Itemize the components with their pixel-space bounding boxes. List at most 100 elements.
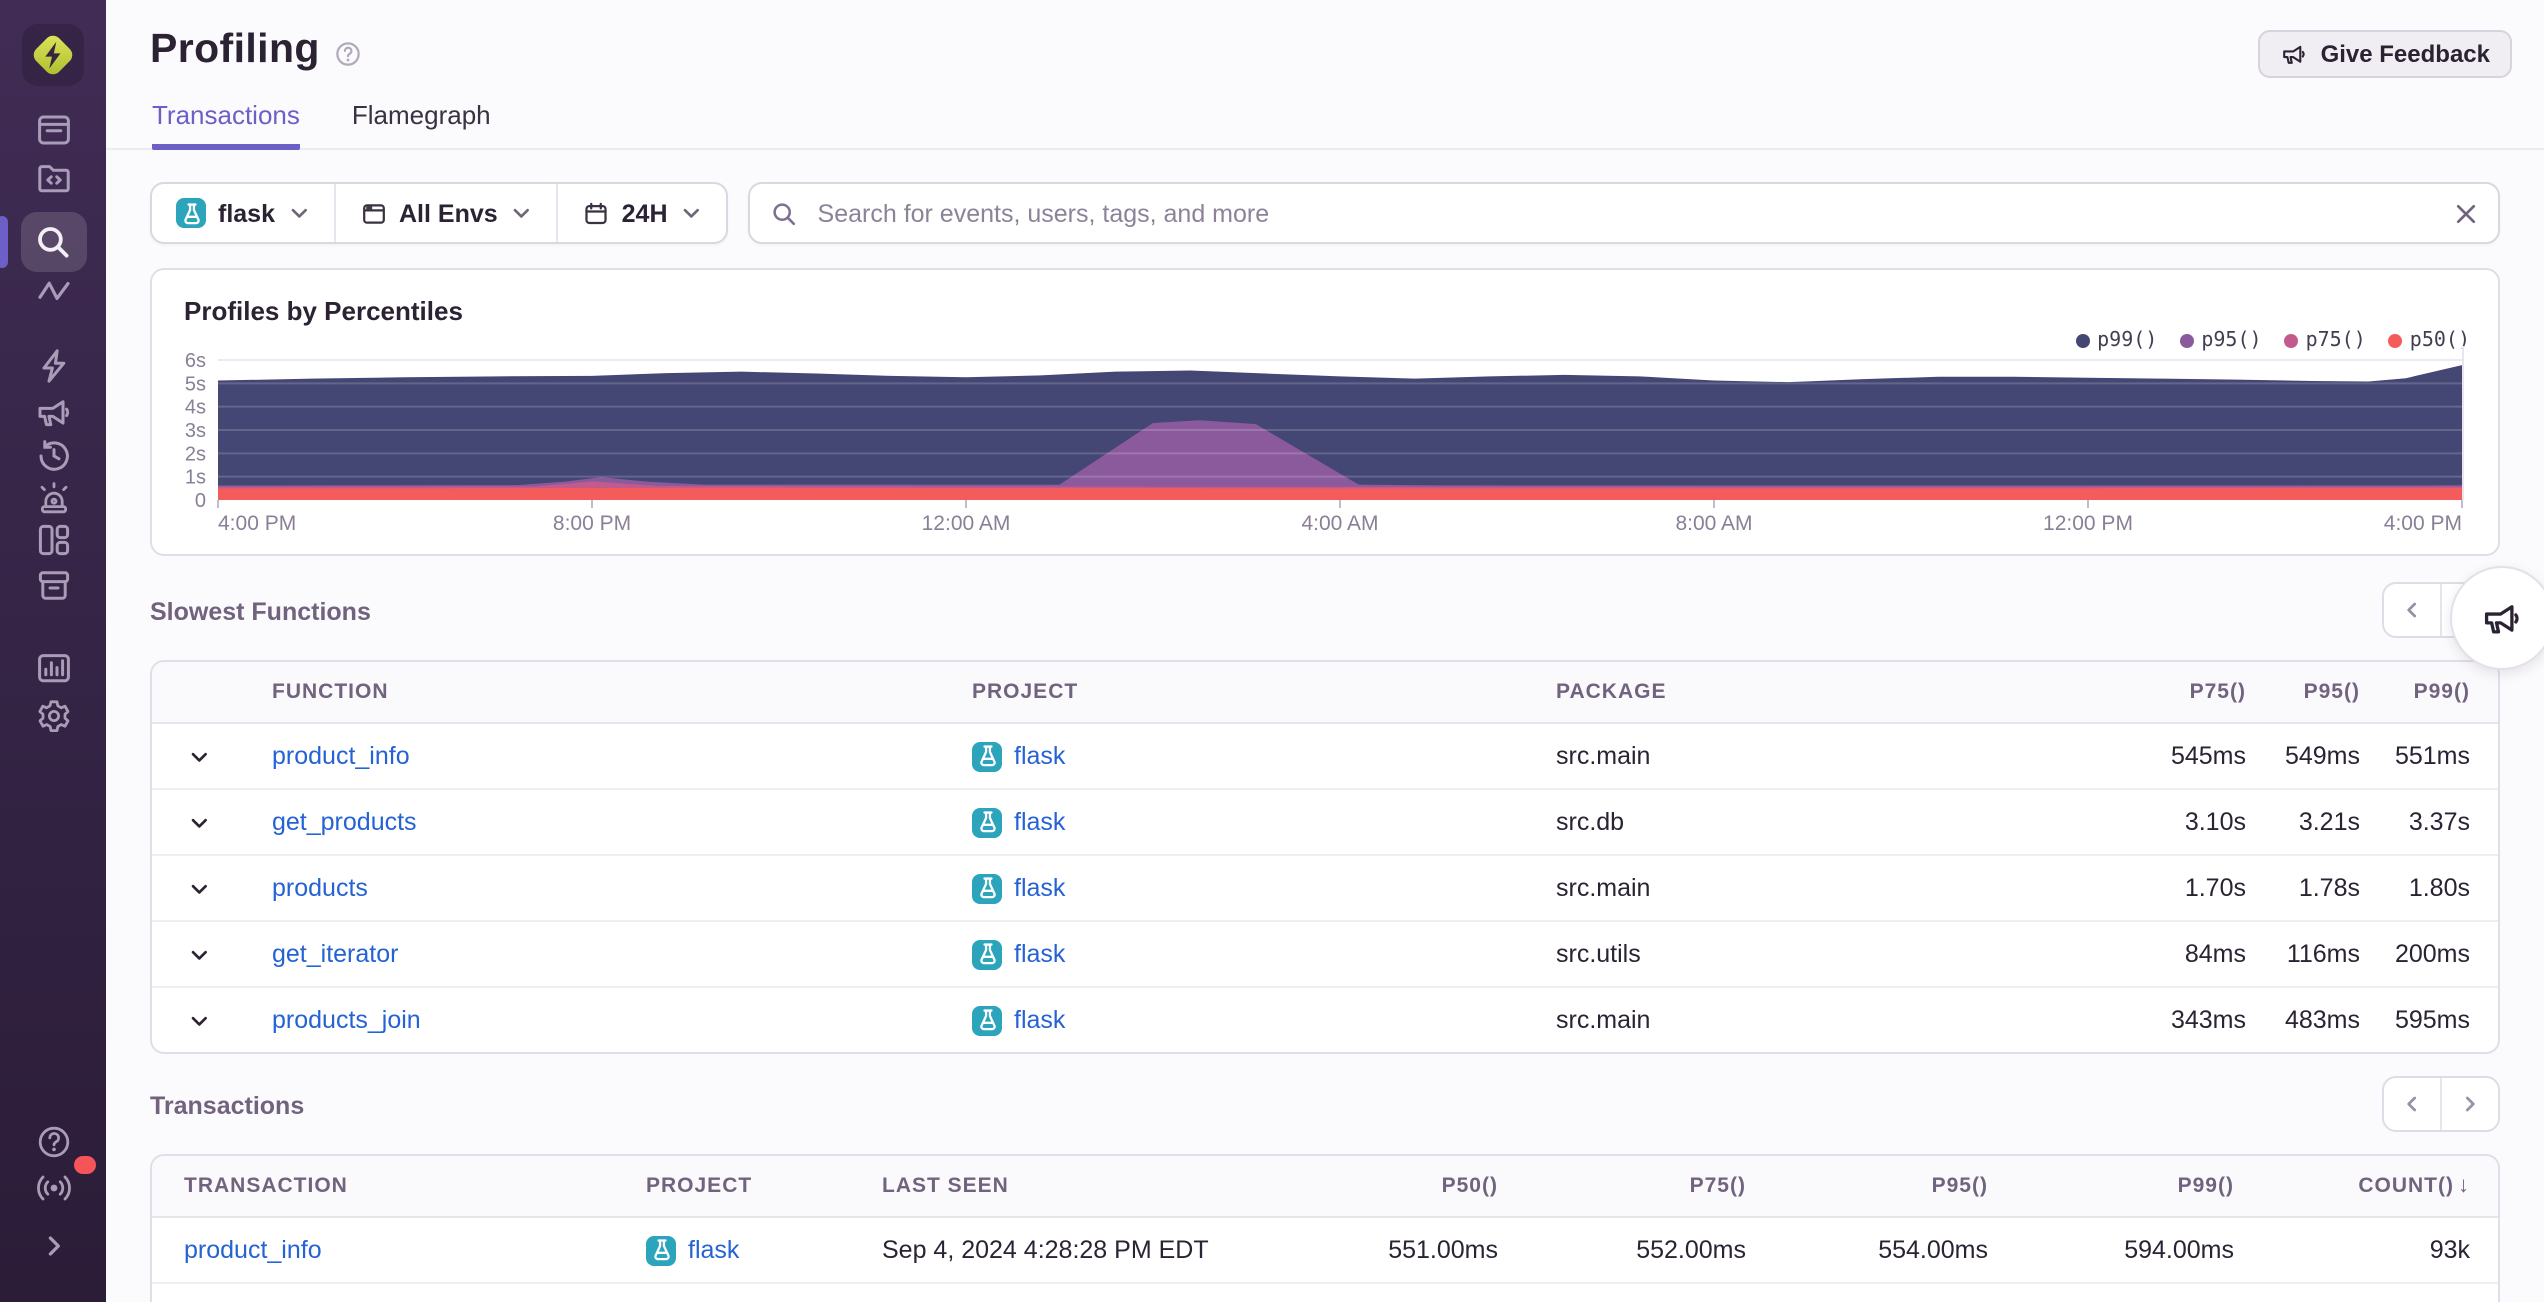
function-link[interactable]: get_iterator [272, 940, 399, 968]
legend-dot [2179, 334, 2194, 348]
project-chip[interactable]: flask [972, 939, 1556, 969]
notification-badge [73, 1156, 95, 1174]
expand-row-button[interactable] [152, 745, 244, 767]
sidebar-item-dashboards[interactable] [19, 514, 87, 566]
environment-filter[interactable]: All Envs [333, 184, 556, 242]
flask-project-icon [972, 939, 1002, 969]
flask-project-icon [972, 1005, 1002, 1035]
next-page-button[interactable] [2440, 1078, 2498, 1130]
expand-row-button[interactable] [152, 811, 244, 833]
sidebar [0, 0, 106, 1302]
p75-cell: 1.70s [2184, 874, 2246, 902]
project-chip[interactable]: flask [646, 1235, 882, 1265]
function-link[interactable]: get_products [272, 808, 417, 836]
prev-page-button[interactable] [2384, 584, 2440, 636]
p95-cell: 483ms [2284, 1006, 2360, 1034]
sidebar-item-alerts[interactable] [19, 472, 87, 524]
expand-row-button[interactable] [152, 1009, 244, 1031]
table-row: products_join flask Sep 4, 2024 4:30:20 … [152, 1282, 2498, 1302]
page-help-button[interactable] [334, 39, 362, 67]
table-row: product_info flask Sep 4, 2024 4:28:28 P… [152, 1218, 2498, 1282]
close-icon[interactable] [2454, 201, 2478, 225]
project-chip[interactable]: flask [972, 873, 1556, 903]
svg-text:4:00 AM: 4:00 AM [1301, 512, 1378, 535]
section-title: Slowest Functions [150, 598, 371, 626]
svg-text:3s: 3s [185, 420, 206, 442]
help-button[interactable] [19, 1116, 87, 1168]
sentry-logo-icon [33, 35, 73, 75]
svg-text:12:00 PM: 12:00 PM [2043, 512, 2133, 535]
count-cell: 93k [2429, 1236, 2470, 1264]
p99-cell: 595ms [2394, 1006, 2470, 1034]
project-filter-label: flask [218, 199, 275, 227]
chart-title: Profiles by Percentiles [184, 296, 463, 326]
package-cell: src.main [1556, 742, 1651, 770]
sidebar-item-issues[interactable] [19, 104, 87, 156]
column-p50: P50() [1441, 1174, 1498, 1198]
function-link[interactable]: product_info [272, 742, 410, 770]
sidebar-item-projects[interactable] [19, 152, 87, 204]
page-header: Profiling Give Feedback Transactions Fla… [106, 0, 2544, 150]
project-link: flask [1014, 874, 1066, 902]
package-cell: src.db [1556, 808, 1625, 836]
project-link: flask [1014, 1006, 1066, 1034]
sidebar-item-replays[interactable] [19, 430, 87, 482]
give-feedback-button[interactable]: Give Feedback [2258, 30, 2512, 78]
project-chip[interactable]: flask [972, 807, 1556, 837]
megaphone-icon [2484, 605, 2519, 634]
date-range-filter[interactable]: 24H [555, 184, 726, 242]
tab-flamegraph[interactable]: Flamegraph [351, 100, 491, 130]
transaction-link[interactable]: product_info [184, 1236, 322, 1264]
sidebar-item-stats[interactable] [19, 642, 87, 694]
project-filter[interactable]: flask [152, 184, 333, 242]
svg-text:6s: 6s [185, 350, 206, 372]
p99-cell: 551ms [2394, 742, 2470, 770]
function-link[interactable]: products [272, 874, 368, 902]
column-project: Project [972, 680, 1079, 704]
chevron-down-icon [287, 202, 309, 224]
question-circle-icon [336, 41, 360, 65]
sidebar-item-performance[interactable] [19, 340, 87, 392]
floating-feedback-button[interactable] [2450, 566, 2544, 670]
prev-page-button[interactable] [2384, 1078, 2440, 1130]
package-cell: src.utils [1556, 940, 1641, 968]
sidebar-item-explore[interactable] [20, 212, 86, 272]
p50-cell: 551.00ms [1388, 1236, 1498, 1264]
column-p95: P95() [1931, 1174, 1988, 1198]
legend-dot [2075, 334, 2090, 348]
environment-filter-label: All Envs [399, 199, 498, 227]
collapse-button[interactable] [19, 1220, 87, 1272]
column-count[interactable]: Count() ↓ [2358, 1174, 2470, 1198]
main-content: Profiling Give Feedback Transactions Fla… [106, 0, 2544, 1302]
p95-cell: 3.21s [2298, 808, 2360, 836]
sidebar-item-releases[interactable] [19, 560, 87, 612]
legend-item-p99[interactable]: p99() [2075, 330, 2157, 352]
expand-row-button[interactable] [152, 877, 244, 899]
flask-project-icon [972, 741, 1002, 771]
legend-item-p95[interactable]: p95() [2179, 330, 2262, 352]
p95-cell: 554.00ms [1878, 1236, 1988, 1264]
sentry-logo[interactable] [22, 24, 84, 86]
tab-transactions[interactable]: Transactions [152, 100, 300, 150]
sort-desc-icon: ↓ [2458, 1174, 2470, 1198]
sidebar-item-settings[interactable] [19, 690, 87, 742]
sidebar-item-traces[interactable] [19, 266, 87, 318]
table-row: product_info flask src.main 545ms 549ms … [152, 724, 2498, 788]
page-title: Profiling [150, 26, 320, 72]
legend-item-p50[interactable]: p50() [2387, 330, 2470, 352]
search-input[interactable] [813, 197, 2438, 229]
p95-cell: 549ms [2284, 742, 2360, 770]
p95-cell: 116ms [2286, 940, 2360, 968]
expand-row-button[interactable] [152, 943, 244, 965]
package-cell: src.main [1556, 1006, 1651, 1034]
legend-item-p75[interactable]: p75() [2283, 330, 2366, 352]
broadcast-icon [36, 1175, 70, 1201]
svg-text:12:00 AM: 12:00 AM [922, 512, 1011, 535]
project-chip[interactable]: flask [972, 1005, 1556, 1035]
search-icon [38, 227, 69, 258]
svg-text:4s: 4s [185, 397, 206, 419]
whats-new-button[interactable] [19, 1156, 95, 1214]
project-chip[interactable]: flask [972, 741, 1556, 771]
function-link[interactable]: products_join [272, 1006, 421, 1034]
